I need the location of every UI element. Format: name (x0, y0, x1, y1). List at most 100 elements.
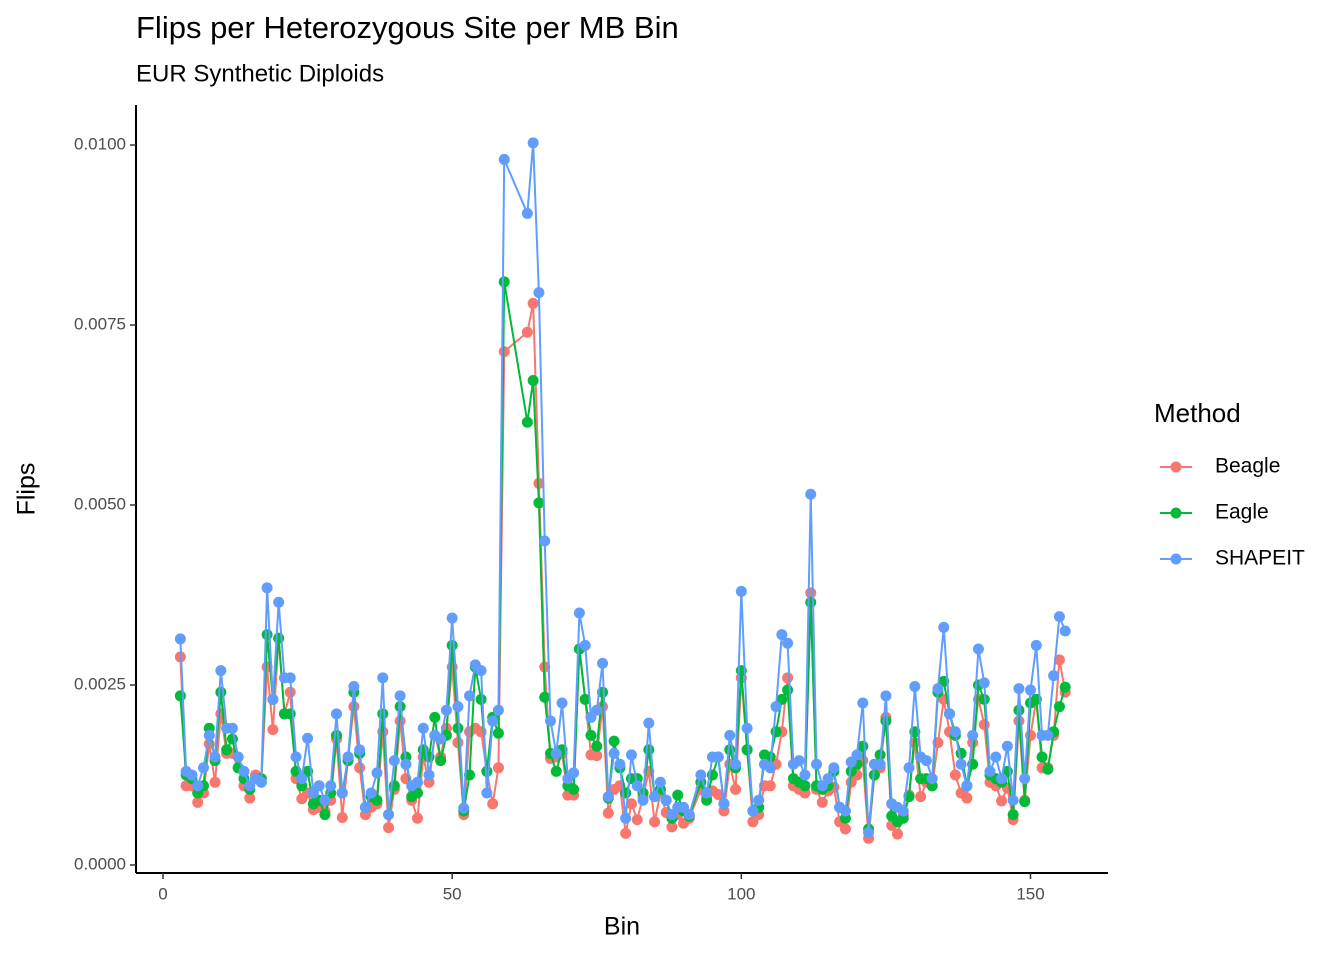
data-point (492, 704, 504, 716)
data-point (591, 704, 603, 716)
data-point (527, 297, 539, 309)
data-point (747, 805, 759, 817)
x-axis-title: Bin (604, 913, 640, 941)
data-point (857, 697, 869, 709)
data-point (215, 665, 227, 677)
data-point (949, 726, 961, 738)
data-point (903, 762, 915, 774)
data-point (492, 762, 504, 774)
data-point (290, 751, 302, 763)
data-point (701, 787, 713, 799)
data-point (591, 750, 603, 762)
chart-title: Flips per Heterozygous Site per MB Bin (136, 10, 679, 45)
data-point (591, 740, 603, 752)
data-point (296, 773, 308, 785)
data-point (487, 715, 499, 727)
data-point (411, 812, 423, 824)
data-point (232, 751, 244, 763)
data-point (174, 690, 186, 702)
data-point (435, 755, 447, 767)
data-point (938, 621, 950, 633)
data-point (967, 729, 979, 741)
data-point (452, 722, 464, 734)
data-point (1019, 773, 1031, 785)
data-point (174, 633, 186, 645)
data-point (920, 755, 932, 767)
data-point (816, 796, 828, 808)
data-point (273, 596, 285, 608)
data-point (955, 747, 967, 759)
data-point (597, 657, 609, 669)
data-point (244, 792, 256, 804)
data-point (1042, 729, 1054, 741)
legend-label: Eagle (1215, 501, 1269, 524)
data-point (446, 639, 458, 651)
data-point (932, 683, 944, 695)
data-point (521, 326, 533, 338)
data-point (435, 733, 447, 745)
data-point (498, 276, 510, 288)
data-point (452, 701, 464, 713)
data-point (972, 643, 984, 655)
data-point (579, 639, 591, 651)
data-point (359, 801, 371, 813)
data-point (238, 765, 250, 777)
data-point (793, 755, 805, 767)
legend-key-point (1170, 507, 1182, 519)
legend-key-point (1170, 553, 1182, 565)
data-point (267, 724, 279, 736)
data-point (1030, 639, 1042, 651)
data-point (458, 802, 470, 814)
y-tick-label: 0.0000 (74, 854, 126, 873)
data-point (284, 686, 296, 698)
data-point (776, 629, 788, 641)
data-point (261, 629, 273, 641)
data-point (730, 783, 742, 795)
data-point (683, 809, 695, 821)
data-point (521, 207, 533, 219)
data-point (961, 792, 973, 804)
data-point (620, 812, 632, 824)
data-point (625, 798, 637, 810)
data-point (383, 822, 395, 834)
y-axis-title: Flips (13, 463, 41, 516)
data-point (1059, 625, 1071, 637)
data-point (660, 794, 672, 806)
data-point (1048, 670, 1060, 682)
data-point (336, 787, 348, 799)
data-point (203, 729, 215, 741)
data-point (475, 693, 487, 705)
y-tick-label: 0.0100 (74, 135, 126, 154)
data-point (354, 744, 366, 756)
data-point (1007, 809, 1019, 821)
data-point (1007, 794, 1019, 806)
data-point (805, 488, 817, 500)
data-point (423, 769, 435, 781)
series-line (179, 142, 1067, 833)
data-point (209, 776, 221, 788)
data-point (1013, 704, 1025, 716)
data-point (481, 787, 493, 799)
data-point (620, 827, 632, 839)
data-point (649, 816, 661, 828)
chart-subtitle: EUR Synthetic Diploids (136, 60, 384, 87)
data-point (221, 744, 233, 756)
data-point (996, 795, 1008, 807)
data-point (342, 751, 354, 763)
data-point (649, 791, 661, 803)
data-point (724, 729, 736, 741)
data-point (377, 708, 389, 720)
data-point (487, 798, 499, 810)
data-point (383, 809, 395, 821)
data-point (550, 765, 562, 777)
data-point (880, 715, 892, 727)
y-tick-label: 0.0050 (74, 495, 126, 514)
data-point (539, 535, 551, 547)
data-point (394, 690, 406, 702)
data-point (643, 744, 655, 756)
data-point (764, 762, 776, 774)
data-point (348, 680, 360, 692)
data-point (839, 823, 851, 835)
data-point (1042, 763, 1054, 775)
